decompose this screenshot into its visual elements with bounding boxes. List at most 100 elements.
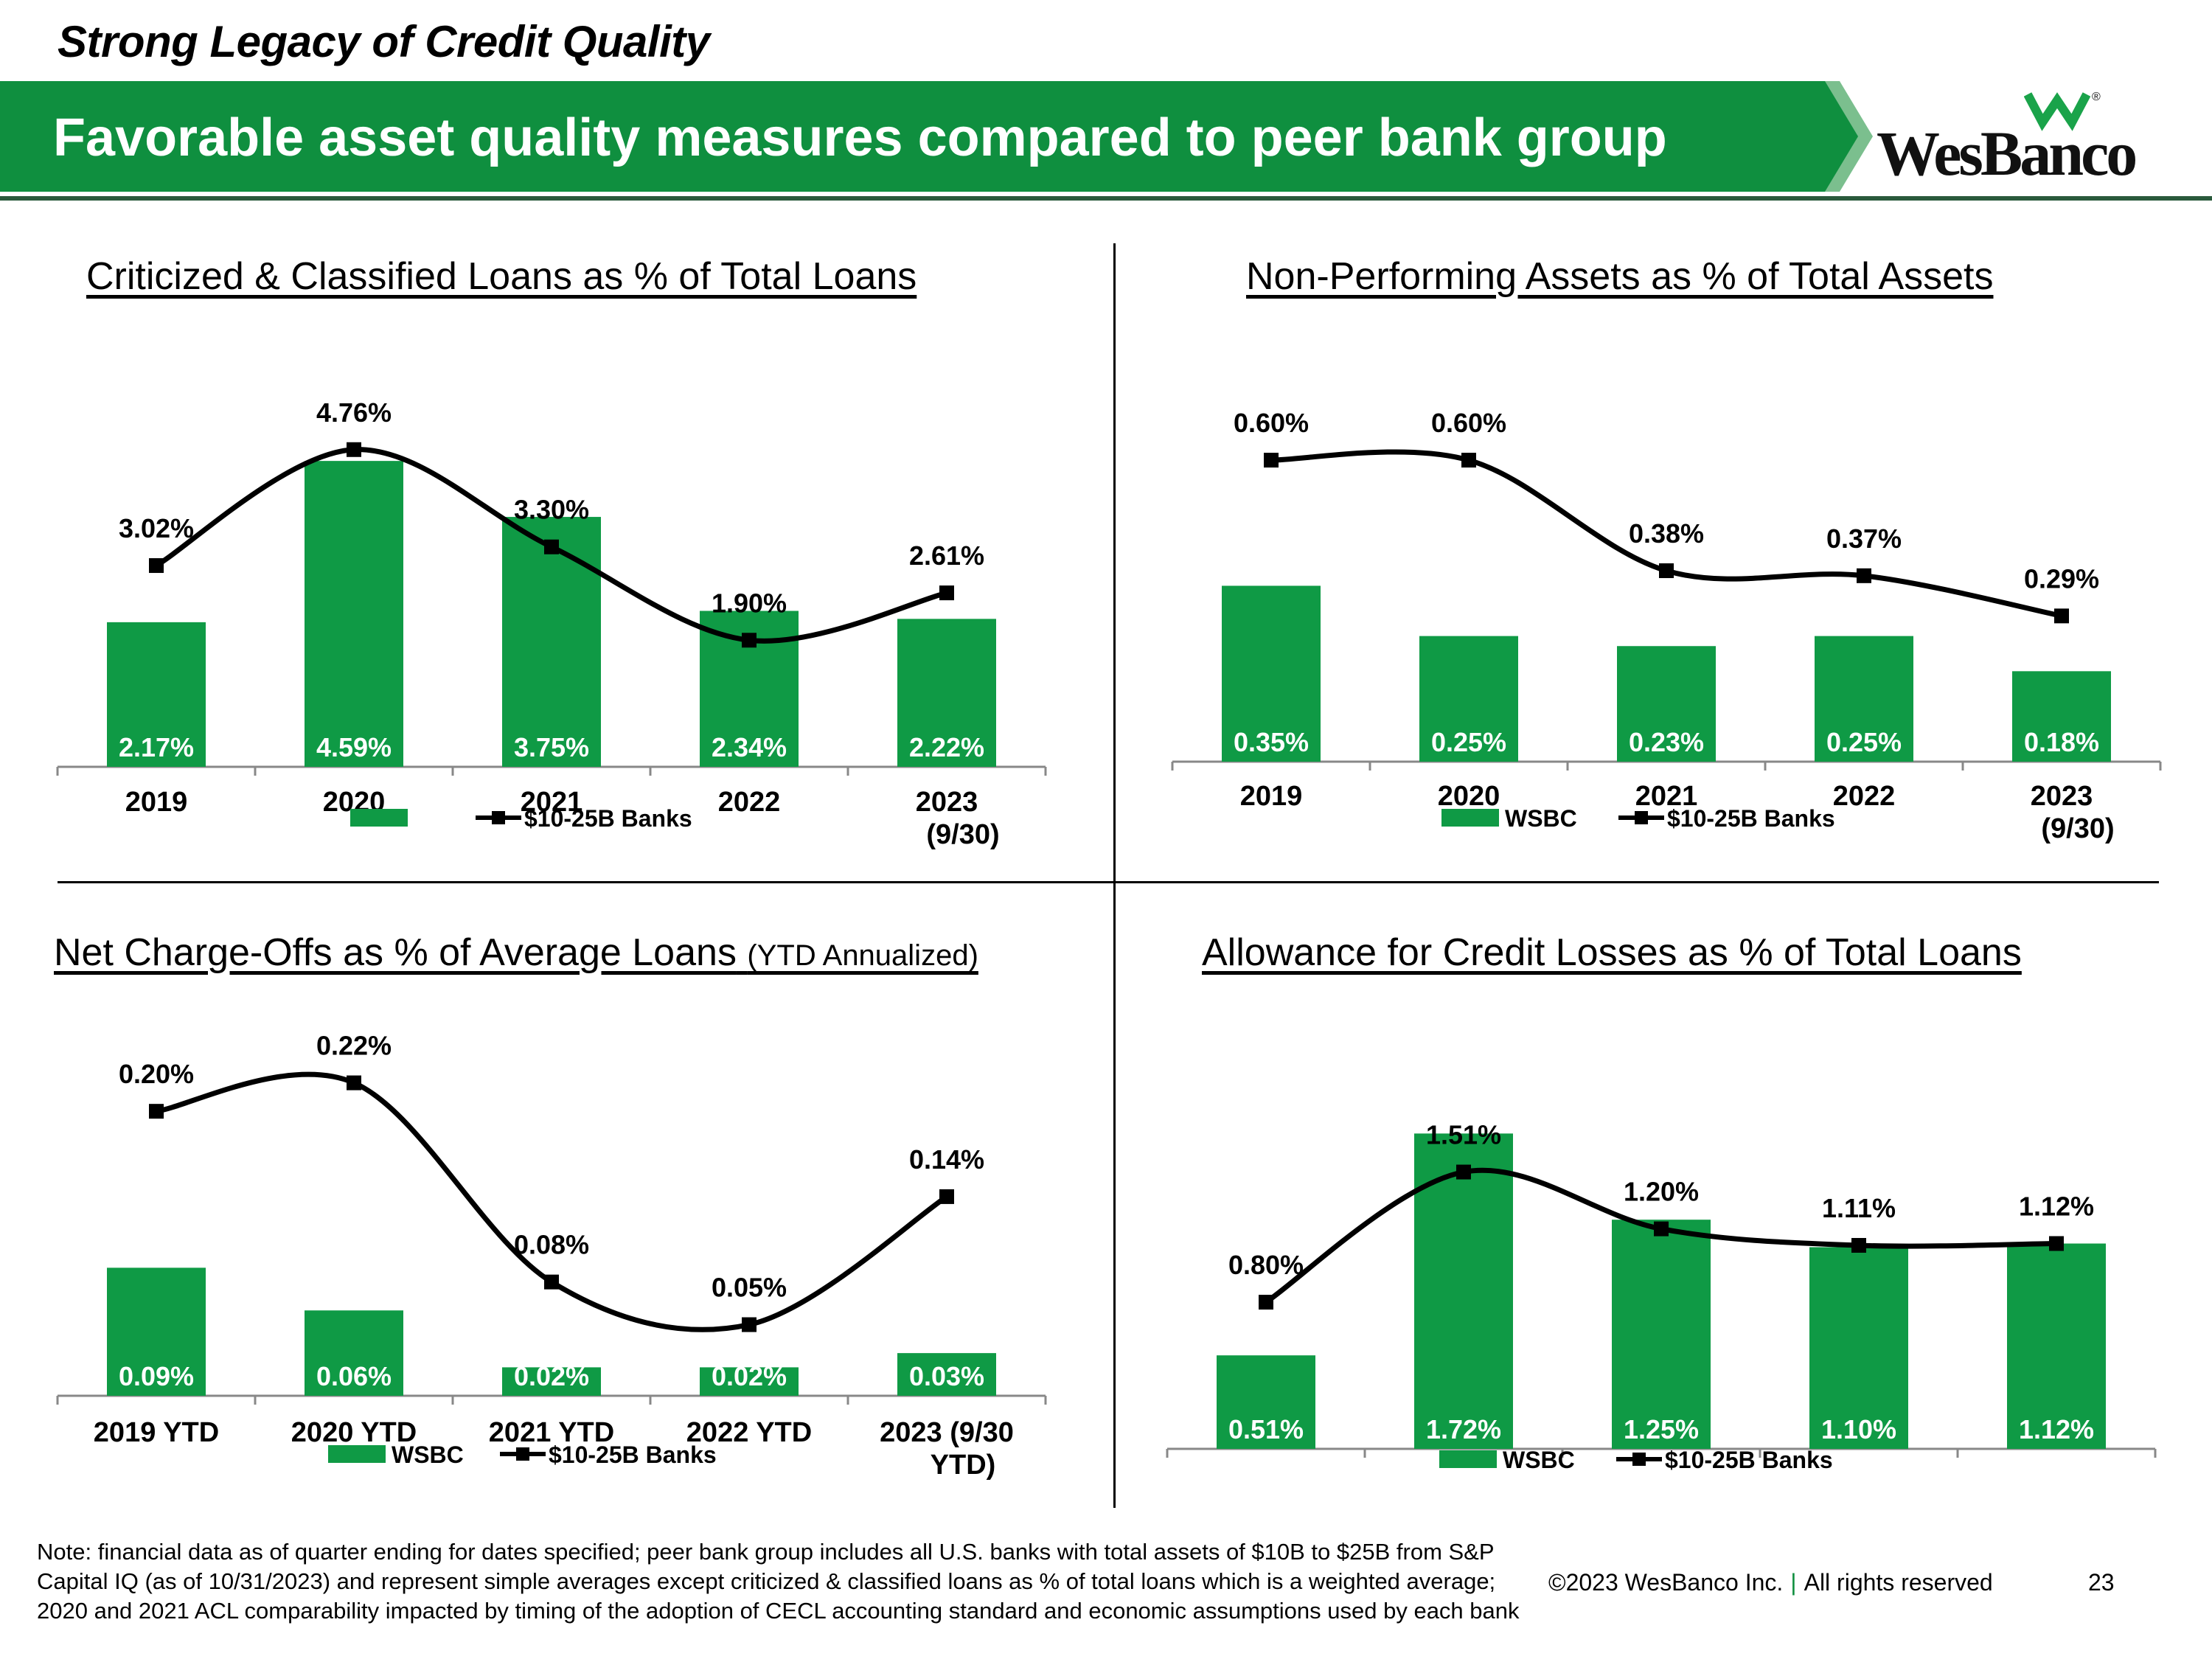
npa-bar-label: 0.35% xyxy=(1234,727,1309,757)
slide-subtitle: Strong Legacy of Credit Quality xyxy=(58,17,710,66)
acl-bar xyxy=(1217,1355,1315,1449)
npa-peer-marker xyxy=(1461,453,1476,468)
npa-category-label: 2020 xyxy=(1438,781,1500,812)
ccl-category-label: 2023 (9/30) xyxy=(916,787,1000,850)
nco-category-label-line: YTD) xyxy=(931,1450,996,1481)
ccl-bar-label: 4.59% xyxy=(316,732,392,762)
nco-peer-label: 0.05% xyxy=(712,1273,787,1303)
ccl-bar xyxy=(107,622,206,767)
acl-bar-label: 1.72% xyxy=(1426,1414,1501,1444)
acl-peer-label: 1.20% xyxy=(1624,1177,1699,1207)
acl-bar-label: 1.12% xyxy=(2019,1414,2094,1444)
ccl-category-label: 2021 xyxy=(521,787,583,818)
ccl-peer-label: 1.90% xyxy=(712,588,787,618)
copyright-text: ©2023 WesBanco Inc. xyxy=(1548,1569,1784,1596)
ccl-bar-label: 2.22% xyxy=(909,732,984,762)
ccl-category-label-line: (9/30) xyxy=(926,819,999,850)
nco-bar xyxy=(502,1367,601,1396)
npa-bar xyxy=(2012,671,2111,762)
nco-bar-label: 0.03% xyxy=(909,1361,984,1391)
acl-peer-label: 1.11% xyxy=(1822,1193,1896,1223)
ccl-peer-marker xyxy=(939,585,954,601)
acl-chart-title: Allowance for Credit Losses as % of Tota… xyxy=(1202,931,2022,974)
logo-wordmark: WesBanco xyxy=(1877,118,2138,189)
ccl-bar xyxy=(897,619,996,767)
acl-peer-marker xyxy=(1654,1221,1669,1237)
acl-legend-line-label: $10-25B Banks xyxy=(1665,1447,1833,1473)
npa-bar-label: 0.23% xyxy=(1629,727,1704,757)
npa-category-label-line: 2023 xyxy=(2031,781,2093,812)
npa-chart-title: Non-Performing Assets as % of Total Asse… xyxy=(1246,255,1994,298)
nco-category-label-line: 2023 (9/30 xyxy=(880,1417,1014,1448)
ccl-peer-marker xyxy=(544,539,559,554)
npa-peer-marker xyxy=(1659,563,1674,579)
npa-peer-marker xyxy=(1264,453,1279,468)
nco-peer-marker xyxy=(544,1274,559,1290)
ccl-bar-label: 3.75% xyxy=(514,732,589,762)
npa-bar xyxy=(1617,646,1716,762)
nco-legend-line-marker xyxy=(516,1447,529,1461)
footnote: Note: financial data as of quarter endin… xyxy=(37,1539,1520,1624)
copyright: ©2023 WesBanco Inc. | All rights reserved xyxy=(1548,1569,1993,1596)
acl-bar-label: 1.10% xyxy=(1821,1414,1896,1444)
npa-peer-marker xyxy=(2054,608,2069,624)
npa-peer-label: 0.60% xyxy=(1234,408,1309,438)
npa-bar-label: 0.25% xyxy=(1431,727,1506,757)
nco-category-label: 2020 YTD xyxy=(291,1417,417,1448)
acl-bar xyxy=(2007,1243,2106,1449)
ccl-legend-bar-swatch xyxy=(350,809,408,827)
nco-peer-label: 0.14% xyxy=(909,1144,984,1175)
npa-peer-label: 0.37% xyxy=(1826,524,1902,554)
rights-text: All rights reserved xyxy=(1804,1569,1993,1596)
ccl-chart-title: Criticized & Classified Loans as % of To… xyxy=(86,255,917,298)
nco-bar xyxy=(305,1310,403,1396)
nco-peer-label: 0.20% xyxy=(119,1059,194,1089)
nco-peer-marker xyxy=(347,1075,361,1091)
acl-peer-label: 1.51% xyxy=(1426,1120,1501,1150)
ccl-bar xyxy=(305,461,403,767)
npa-category-label: 2023 (9/30) xyxy=(2031,781,2115,844)
npa-legend-bar-swatch xyxy=(1441,809,1499,827)
acl-peer-marker xyxy=(1456,1164,1471,1180)
acl-peer-marker xyxy=(2049,1236,2064,1251)
ccl-category-label-line: 2023 xyxy=(916,787,978,818)
nco-bar-label: 0.09% xyxy=(119,1361,194,1391)
nco-peer-label: 0.08% xyxy=(514,1230,589,1260)
nco-bar xyxy=(700,1367,799,1396)
ccl-peer-label: 3.30% xyxy=(514,495,589,525)
nco-peer-marker xyxy=(149,1104,164,1119)
acl-bar xyxy=(1414,1133,1513,1449)
ccl-bar-label: 2.17% xyxy=(119,732,194,762)
wesbanco-logo: ® WesBanco xyxy=(1877,87,2142,189)
acl-peer-label: 1.12% xyxy=(2019,1192,2094,1222)
copyright-separator: | xyxy=(1790,1569,1797,1596)
npa-bar-label: 0.25% xyxy=(1826,727,1902,757)
logo-registered-mark: ® xyxy=(2092,91,2101,103)
ccl-legend-line-marker xyxy=(492,811,505,824)
nco-title-note: (YTD Annualized) xyxy=(747,939,978,972)
ccl-bar-label: 2.34% xyxy=(712,732,787,762)
ccl-peer-label: 4.76% xyxy=(316,397,392,428)
ccl-peer-marker xyxy=(347,442,361,457)
nco-category-label: 2021 YTD xyxy=(489,1417,614,1448)
nco-legend-bar-label: WSBC xyxy=(392,1441,464,1468)
quadrant-divider-horizontal xyxy=(58,881,2159,883)
ccl-peer-marker xyxy=(149,558,164,574)
npa-peer-label: 0.38% xyxy=(1629,518,1704,549)
npa-category-label: 2022 xyxy=(1833,781,1896,812)
ccl-bar xyxy=(502,517,601,767)
acl-peer-marker xyxy=(1851,1238,1866,1253)
npa-category-label: 2021 xyxy=(1635,781,1698,812)
ccl-category-label: 2022 xyxy=(718,787,781,818)
logo-w-mark-icon: ® xyxy=(2024,91,2101,131)
ccl-peer-label: 3.02% xyxy=(119,513,194,543)
ccl-legend-line-label: $10-25B Banks xyxy=(524,805,692,832)
npa-bar xyxy=(1815,636,1913,762)
nco-legend-line-label: $10-25B Banks xyxy=(549,1441,717,1468)
npa-peer-label: 0.29% xyxy=(2024,563,2099,594)
nco-peer-label: 0.22% xyxy=(316,1031,392,1061)
acl-bar-label: 0.51% xyxy=(1228,1414,1304,1444)
npa-peer-marker xyxy=(1857,568,1871,583)
